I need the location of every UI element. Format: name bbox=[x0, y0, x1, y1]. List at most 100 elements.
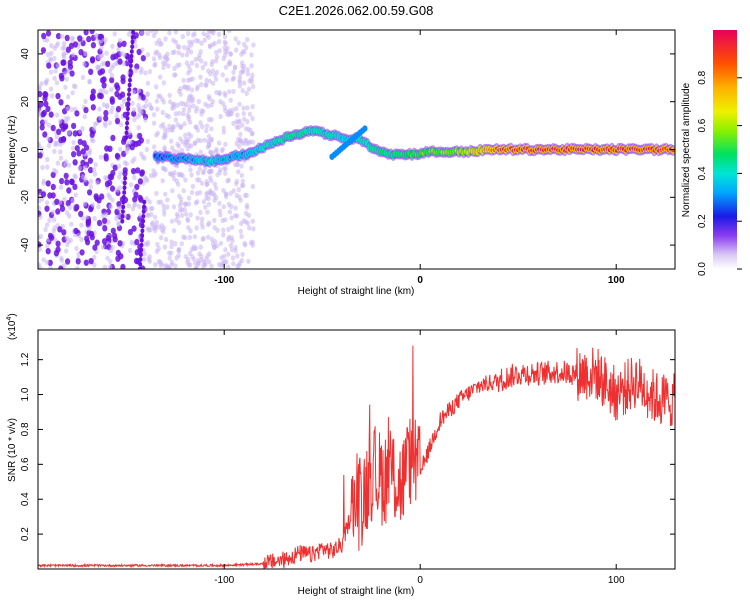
spectrogram-noise-point bbox=[202, 137, 207, 143]
spectrogram-noise-point bbox=[133, 191, 139, 198]
spectrogram-noise-point bbox=[91, 167, 97, 173]
spectrogram-noise-point bbox=[58, 99, 64, 106]
spectrogram-noise-point bbox=[51, 217, 57, 223]
spectrogram-noise-point bbox=[144, 196, 149, 202]
spectrogram-noise-point bbox=[99, 68, 106, 75]
spectrogram-noise-point bbox=[40, 47, 47, 54]
spectrogram-noise-point bbox=[38, 234, 41, 240]
spectrogram-noise-point bbox=[90, 104, 96, 111]
spectrogram-streak-point bbox=[127, 92, 131, 97]
spectrogram-streak-point bbox=[127, 82, 132, 88]
snr-y-tick-label: 0.2 bbox=[20, 527, 31, 541]
spectrogram-noise-point bbox=[133, 257, 140, 265]
spectrogram-noise-point bbox=[174, 255, 179, 261]
spectrogram-noise-point bbox=[207, 169, 212, 175]
spectrogram-noise-point bbox=[229, 224, 235, 230]
spectrogram-noise-point bbox=[161, 229, 166, 235]
spectrogram-noise-point bbox=[154, 248, 160, 254]
spectrogram-noise-point bbox=[40, 191, 47, 198]
spectrogram-noise-point bbox=[176, 50, 181, 56]
spectrogram-streak-point bbox=[124, 135, 129, 140]
spectrogram-noise-point bbox=[181, 101, 186, 107]
spectrogram-noise-point bbox=[228, 242, 234, 248]
snr-x-tick-label: 0 bbox=[417, 575, 423, 586]
spectrogram-noise-point bbox=[154, 49, 160, 55]
spectrogram-noise-point bbox=[96, 219, 103, 227]
spectrogram-noise-point bbox=[72, 41, 78, 48]
spectrogram-noise-point bbox=[193, 124, 198, 130]
spectrogram-noise-point bbox=[87, 78, 92, 84]
spectrogram-noise-point bbox=[110, 197, 115, 203]
spectrogram-noise-point bbox=[185, 30, 191, 37]
spectrogram-noise-point bbox=[242, 41, 247, 48]
spectrogram-noise-point bbox=[114, 152, 120, 160]
spectrogram-noise-point bbox=[161, 203, 166, 209]
spectrogram-noise-point bbox=[102, 120, 108, 127]
spectrogram-noise-point bbox=[228, 51, 233, 57]
spectrogram-noise-point bbox=[249, 52, 254, 58]
spectrogram-noise-point bbox=[83, 98, 88, 104]
spectrogram-streak-point bbox=[129, 58, 134, 64]
spectrogram-noise-point bbox=[145, 138, 150, 144]
spectrogram-noise-point bbox=[45, 30, 52, 37]
spectrogram-noise-point bbox=[103, 115, 109, 122]
snr-series-line bbox=[38, 345, 675, 569]
spectrogram-noise-point bbox=[160, 109, 165, 116]
spectrogram-noise-point bbox=[241, 80, 247, 86]
spectrogram-noise-point bbox=[46, 122, 51, 128]
spectrogram-noise-point bbox=[217, 48, 222, 54]
spectrogram-streak-point bbox=[123, 175, 128, 181]
spectrogram-noise-point bbox=[137, 95, 142, 101]
spectrogram-noise-point bbox=[54, 198, 60, 205]
spectrogram-streak-point bbox=[140, 223, 145, 229]
spectrogram-noise-point bbox=[45, 105, 51, 113]
spectrogram-noise-point bbox=[131, 168, 137, 175]
spectrogram-noise-point bbox=[222, 39, 227, 45]
spectrogram-noise-point bbox=[249, 165, 254, 171]
spectrogram-noise-point bbox=[223, 92, 228, 98]
spectrogram-noise-point bbox=[41, 32, 47, 40]
spectrogram-noise-point bbox=[110, 227, 116, 234]
spectrogram-noise-point bbox=[186, 137, 191, 143]
spectrogram-noise-point bbox=[162, 126, 167, 132]
spectrogram-noise-point bbox=[45, 156, 50, 163]
spectrogram-noise-point bbox=[107, 120, 113, 126]
spectrogram-noise-point bbox=[74, 204, 80, 211]
spectrogram-noise-point bbox=[177, 110, 182, 116]
spectrogram-noise-point bbox=[137, 132, 143, 140]
spectrogram-noise-point bbox=[92, 171, 98, 177]
spectrogram-noise-point bbox=[73, 227, 79, 235]
spectrogram-noise-point bbox=[171, 37, 176, 43]
spectrogram-noise-point bbox=[59, 177, 65, 185]
spectrogram-noise-point bbox=[168, 250, 174, 256]
spectrogram-noise-point bbox=[52, 45, 57, 51]
spectrogram-noise-point bbox=[88, 166, 94, 174]
spectrogram-noise-point bbox=[212, 217, 217, 223]
spectrogram-noise-point bbox=[171, 204, 177, 210]
spectrogram-streak-point bbox=[139, 237, 144, 243]
spectrogram-noise-point bbox=[92, 244, 98, 251]
spectrogram-noise-point bbox=[38, 108, 42, 114]
svg-text:(x104): (x104) bbox=[6, 313, 18, 340]
spectrogram-noise-point bbox=[109, 96, 115, 103]
spectrogram-noise-point bbox=[183, 142, 188, 148]
spectrogram-noise-point bbox=[207, 251, 212, 257]
spectrogram-noise-point bbox=[239, 220, 244, 227]
spectrogram-noise-point bbox=[38, 205, 42, 211]
spectrogram-noise-point bbox=[53, 237, 58, 243]
spectrogram-plot-area bbox=[38, 30, 675, 269]
snr-panel: -100 0 100 0.2 0.4 0.6 0.8 1.0 1.2 Height of str… bbox=[6, 313, 676, 597]
spectrogram-noise-point bbox=[82, 114, 88, 120]
spectrogram-noise-point bbox=[167, 92, 172, 98]
spectrogram-noise-point bbox=[186, 84, 191, 90]
spectrogram-noise-point bbox=[70, 145, 76, 151]
spectrogram-noise-point bbox=[76, 150, 82, 157]
spectrogram-noise-point bbox=[175, 141, 180, 147]
spectrogram-noise-point bbox=[66, 115, 71, 121]
spectrogram-x-tick-label: 100 bbox=[608, 275, 625, 286]
spectrogram-noise-point bbox=[229, 235, 234, 241]
spectrogram-noise-point bbox=[64, 179, 70, 186]
spectrogram-noise-point bbox=[233, 244, 238, 251]
spectrogram-noise-point bbox=[161, 99, 166, 105]
spectrogram-streak-point bbox=[122, 190, 127, 195]
